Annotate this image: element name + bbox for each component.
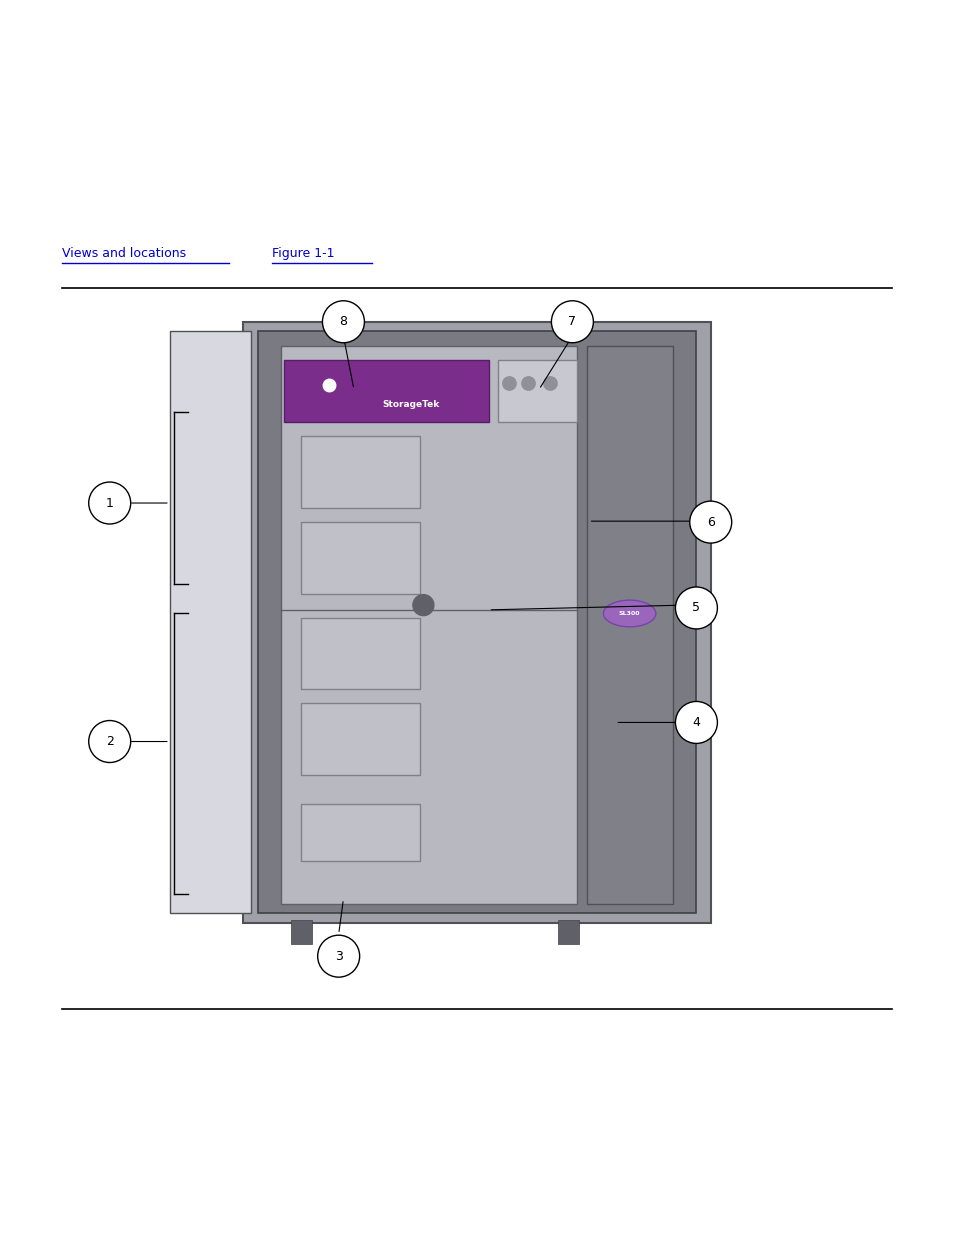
Circle shape <box>675 701 717 743</box>
Text: 7: 7 <box>568 315 576 329</box>
FancyBboxPatch shape <box>170 331 251 913</box>
Circle shape <box>317 935 359 977</box>
Circle shape <box>689 501 731 543</box>
FancyBboxPatch shape <box>497 359 577 422</box>
FancyBboxPatch shape <box>586 346 672 904</box>
FancyBboxPatch shape <box>300 522 419 594</box>
Circle shape <box>521 377 535 390</box>
Circle shape <box>543 377 557 390</box>
Text: 3: 3 <box>335 950 342 962</box>
Ellipse shape <box>602 600 656 627</box>
FancyBboxPatch shape <box>300 618 419 689</box>
FancyBboxPatch shape <box>281 346 577 904</box>
FancyBboxPatch shape <box>300 804 419 861</box>
Circle shape <box>89 482 131 524</box>
FancyBboxPatch shape <box>284 359 489 422</box>
Text: 5: 5 <box>692 601 700 615</box>
Text: StorageTek: StorageTek <box>382 400 439 409</box>
Circle shape <box>89 720 131 762</box>
Circle shape <box>322 301 364 343</box>
FancyBboxPatch shape <box>291 920 312 944</box>
Circle shape <box>551 301 593 343</box>
FancyBboxPatch shape <box>558 920 578 944</box>
Text: SL300: SL300 <box>618 611 639 616</box>
FancyBboxPatch shape <box>300 436 419 508</box>
Text: 1: 1 <box>106 496 113 510</box>
FancyBboxPatch shape <box>257 331 696 913</box>
Text: 2: 2 <box>106 735 113 748</box>
Circle shape <box>675 587 717 629</box>
Text: 4: 4 <box>692 716 700 729</box>
Text: Views and locations: Views and locations <box>62 247 186 259</box>
Text: Figure 1-1: Figure 1-1 <box>272 247 335 259</box>
Circle shape <box>502 377 516 390</box>
FancyBboxPatch shape <box>300 704 419 774</box>
FancyBboxPatch shape <box>243 322 710 923</box>
Text: 8: 8 <box>339 315 347 329</box>
Circle shape <box>413 594 434 615</box>
Text: 6: 6 <box>706 515 714 529</box>
